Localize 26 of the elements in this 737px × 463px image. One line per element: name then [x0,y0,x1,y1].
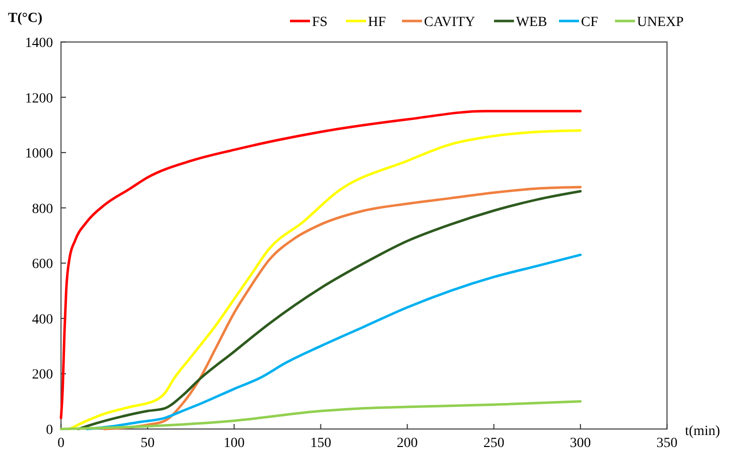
x-tick-label: 150 [310,436,332,451]
x-tick-label: 300 [570,436,591,451]
legend-label: UNEXP [637,15,684,30]
y-axis-title: T(°C) [8,11,43,26]
y-tick-label: 600 [32,257,53,272]
x-tick-label: 50 [140,436,155,451]
legend-label: WEB [516,15,548,30]
y-tick-label: 200 [32,368,53,383]
line-series [86,254,582,430]
legend-label: FS [312,15,328,30]
y-tick-label: 1000 [25,146,53,162]
x-tick-label: 350 [656,436,678,451]
x-tick-label: 100 [224,436,245,451]
x-tick-label: 200 [396,436,418,451]
x-axis-title: t(min) [685,424,720,439]
y-tick-label: 1200 [25,91,53,106]
y-tick-label: 400 [32,312,53,328]
y-tick-label: 1400 [25,36,53,51]
x-tick-label: 0 [58,436,64,451]
legend-label: CAVITY [424,15,476,30]
y-tick-label: 800 [32,202,53,217]
legend-label: HF [368,15,386,30]
legend-label: CF [581,15,598,30]
line-series [60,400,582,430]
x-tick-label: 250 [483,436,504,451]
y-tick-label: 0 [46,423,53,438]
